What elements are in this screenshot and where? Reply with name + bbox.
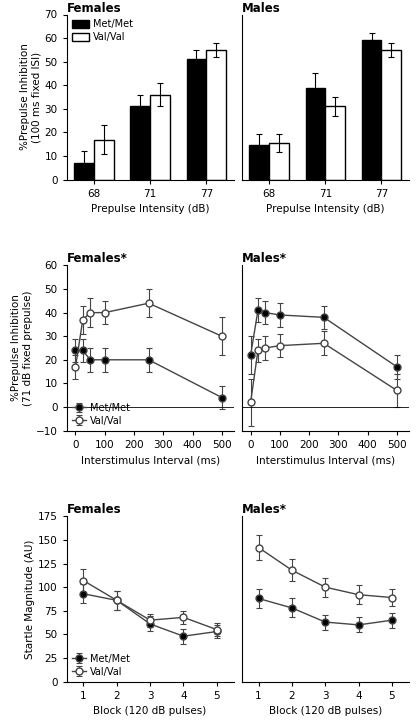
Bar — [206, 50, 226, 180]
Text: Males*: Males* — [242, 503, 287, 516]
Bar — [249, 146, 269, 180]
Bar — [187, 59, 206, 180]
Bar — [94, 139, 113, 180]
Legend: Met/Met, Val/Val: Met/Met, Val/Val — [72, 403, 130, 426]
Text: Males*: Males* — [242, 252, 287, 265]
Bar — [269, 143, 289, 180]
X-axis label: Block (120 dB pulses): Block (120 dB pulses) — [269, 706, 382, 716]
X-axis label: Prepulse Intensity (dB): Prepulse Intensity (dB) — [91, 204, 209, 214]
Bar — [131, 107, 150, 180]
Y-axis label: Startle Magnitude (AU): Startle Magnitude (AU) — [25, 539, 35, 658]
Bar — [150, 95, 170, 180]
Bar — [74, 163, 94, 180]
Text: Females: Females — [67, 1, 121, 14]
Text: Females: Females — [67, 503, 121, 516]
X-axis label: Prepulse Intensity (dB): Prepulse Intensity (dB) — [266, 204, 384, 214]
Bar — [325, 107, 345, 180]
Text: Females*: Females* — [67, 252, 128, 265]
Legend: Met/Met, Val/Val: Met/Met, Val/Val — [72, 654, 130, 676]
Bar — [362, 41, 382, 180]
Y-axis label: %Prepulse Inhibition
(71 dB fixed prepulse): %Prepulse Inhibition (71 dB fixed prepul… — [11, 290, 33, 406]
Bar — [382, 50, 401, 180]
X-axis label: Interstimulus Interval (ms): Interstimulus Interval (ms) — [256, 455, 395, 465]
X-axis label: Block (120 dB pulses): Block (120 dB pulses) — [93, 706, 207, 716]
X-axis label: Interstimulus Interval (ms): Interstimulus Interval (ms) — [80, 455, 220, 465]
Legend: Met/Met, Val/Val: Met/Met, Val/Val — [72, 20, 133, 42]
Bar — [306, 88, 325, 180]
Text: Males: Males — [242, 1, 281, 14]
Y-axis label: %Prepulse Inhibition
(100 ms fixed ISI): %Prepulse Inhibition (100 ms fixed ISI) — [20, 44, 42, 151]
